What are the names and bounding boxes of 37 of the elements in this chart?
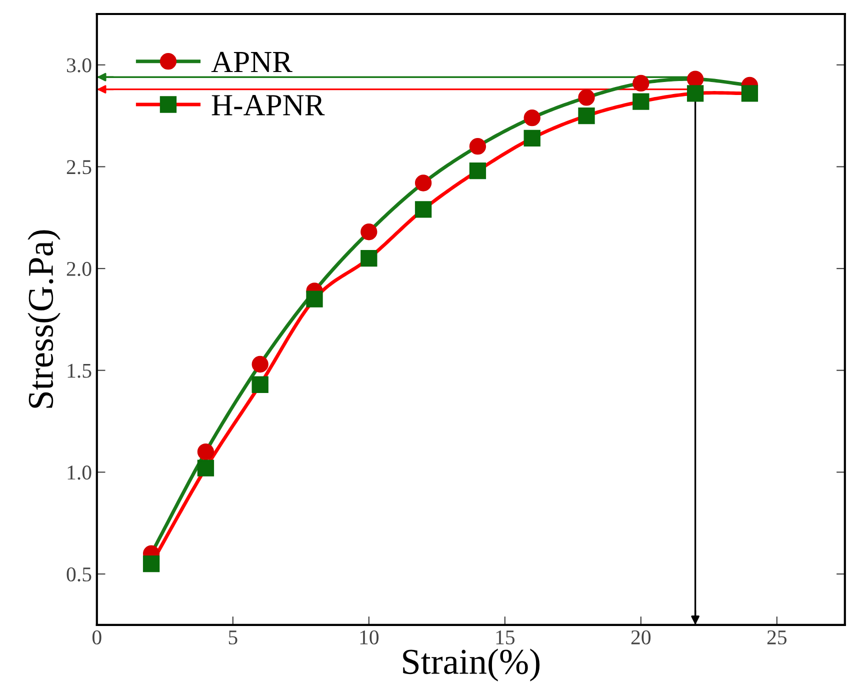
x-axis-title: Strain(%) [403, 648, 540, 682]
point [252, 376, 268, 393]
point [524, 110, 540, 126]
point [414, 174, 432, 192]
y-tick-label: 3.0 [66, 58, 92, 72]
legend-label: H-APNR [212, 95, 325, 116]
x-tick-label: 25 [767, 630, 787, 644]
point [197, 460, 214, 476]
point [469, 162, 486, 180]
point [360, 250, 378, 267]
point [469, 138, 486, 155]
point [686, 85, 704, 102]
x-tick-label: 0 [92, 630, 102, 644]
point [197, 443, 214, 460]
y-tick-label: 2.5 [66, 160, 92, 174]
point [686, 70, 704, 88]
y-tick-label: 2.0 [66, 262, 92, 276]
point [632, 74, 650, 92]
point [632, 93, 650, 110]
point [252, 356, 268, 373]
point [414, 201, 432, 218]
point [306, 290, 323, 308]
point [142, 555, 160, 572]
x-tick-label: 10 [360, 630, 379, 644]
y-tick-label: 1.0 [68, 466, 92, 480]
y-tick-label: 1.5 [68, 364, 92, 378]
legend-label: APNR [211, 52, 292, 72]
point [578, 89, 595, 106]
point [524, 130, 540, 147]
point [360, 224, 378, 240]
y-axis-title: Stress(G.Pa) [28, 230, 60, 408]
x-tick-label: 15 [496, 630, 515, 644]
x-tick-label: 5 [228, 630, 238, 644]
point [578, 107, 595, 124]
point [741, 85, 758, 102]
x-tick-label: 20 [631, 630, 651, 644]
y-tick-label: 0.5 [66, 567, 92, 582]
